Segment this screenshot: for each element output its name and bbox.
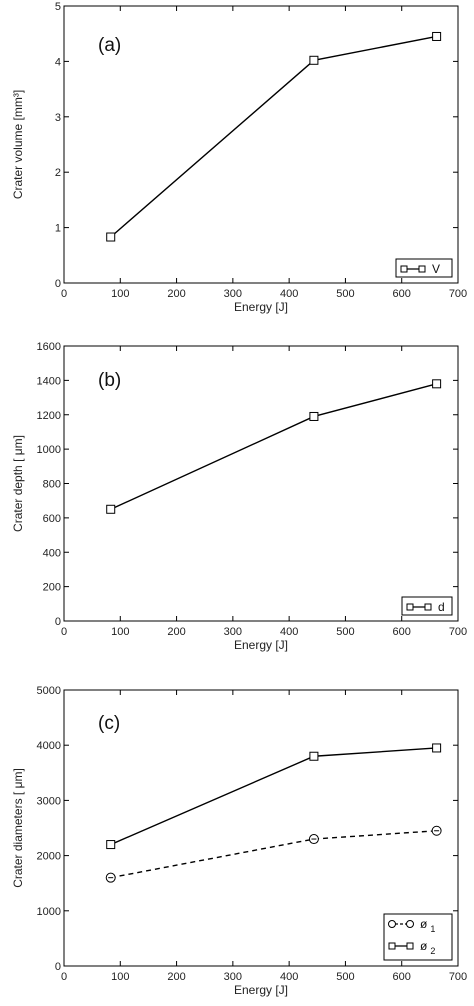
x-tick-label: 0 <box>61 971 67 983</box>
y-axis-title: Crater depth [ μm] <box>11 435 25 532</box>
legend-label-subscript: 1 <box>430 924 435 934</box>
x-axis-title: Energy [J] <box>234 300 288 314</box>
x-tick-label: 700 <box>449 288 467 300</box>
data-point <box>432 379 442 389</box>
data-point <box>106 840 116 850</box>
legend-box <box>383 913 453 961</box>
legend-label-name: ø <box>420 939 428 953</box>
x-tick-label: 200 <box>167 288 185 300</box>
x-tick-label: 700 <box>449 626 467 638</box>
y-tick-label: 3000 <box>37 795 61 807</box>
x-tick-label: 400 <box>280 288 298 300</box>
x-axis-title: Energy [J] <box>234 638 288 652</box>
y-tick-label: 4 <box>55 56 61 68</box>
y-axis-title: Crater volume [mm³] <box>11 90 25 199</box>
legend-label: V <box>432 262 440 276</box>
x-tick-label: 0 <box>61 288 67 300</box>
y-tick-label: 1600 <box>37 341 61 353</box>
plot-frame <box>63 345 459 622</box>
x-tick-label: 100 <box>111 626 129 638</box>
y-tick-label: 1200 <box>37 410 61 422</box>
x-tick-label: 700 <box>449 971 467 983</box>
x-tick-label: 400 <box>280 626 298 638</box>
legend-marker <box>400 265 408 273</box>
legend-marker <box>406 942 414 950</box>
chart-panel-3: 0 100 200 300 400 500 600 700 0 1000 2000 3000 4000 5… <box>11 685 467 997</box>
legend-marker <box>388 942 396 950</box>
panel-label: (b) <box>98 370 121 391</box>
x-tick-label: 400 <box>280 971 298 983</box>
legend-marker <box>418 265 426 273</box>
plot-frame <box>63 5 459 284</box>
panel-label: (c) <box>98 713 120 734</box>
data-point <box>309 55 319 65</box>
y-tick-label: 0 <box>55 278 61 290</box>
y-tick-label: 3 <box>55 112 61 124</box>
chart-panel-2: 0 100 200 300 400 500 600 700 0 200 400 600 800 1000 1… <box>11 341 467 652</box>
x-tick-label: 300 <box>224 288 242 300</box>
x-tick-label: 600 <box>393 971 411 983</box>
data-point <box>106 232 116 242</box>
x-tick-label: 200 <box>167 971 185 983</box>
x-tick-label: 500 <box>336 971 354 983</box>
x-tick-label: 300 <box>224 626 242 638</box>
x-tick-label: 500 <box>336 626 354 638</box>
legend-label-name: d <box>438 600 445 614</box>
data-point <box>432 743 442 753</box>
y-axis-title: Crater diameters [ μm] <box>11 768 25 888</box>
x-tick-label: 600 <box>393 288 411 300</box>
legend-marker <box>388 920 396 928</box>
y-tick-label: 2 <box>55 167 61 179</box>
y-tick-label: 2000 <box>37 851 61 863</box>
legend-label-name: ø <box>420 917 428 931</box>
chart-panel-1: 0 100 200 300 400 500 600 700 0 1 2 3 4 5 Energy [J] Cr… <box>11 1 467 314</box>
legend-label: d <box>438 600 445 614</box>
x-tick-label: 0 <box>61 626 67 638</box>
series-line-1 <box>110 830 437 879</box>
data-point <box>309 411 319 421</box>
data-point <box>106 504 116 514</box>
y-tick-label: 5000 <box>37 685 61 697</box>
series-line-1 <box>110 35 437 238</box>
series-line-2 <box>110 747 437 846</box>
y-tick-label: 1000 <box>37 906 61 918</box>
y-tick-label: 0 <box>55 961 61 973</box>
data-point <box>432 31 442 41</box>
y-tick-label: 1400 <box>37 375 61 387</box>
legend-marker <box>424 603 432 611</box>
x-tick-label: 600 <box>393 626 411 638</box>
series-line-1 <box>110 383 437 510</box>
x-tick-label: 100 <box>111 288 129 300</box>
y-tick-label: 800 <box>43 479 61 491</box>
y-tick-label: 0 <box>55 616 61 628</box>
x-tick-label: 100 <box>111 971 129 983</box>
y-tick-label: 4000 <box>37 740 61 752</box>
y-tick-label: 400 <box>43 547 61 559</box>
x-tick-label: 200 <box>167 626 185 638</box>
legend-marker <box>406 920 414 928</box>
y-tick-label: 200 <box>43 582 61 594</box>
legend-marker <box>406 603 414 611</box>
y-tick-label: 1 <box>55 223 61 235</box>
y-tick-label: 1000 <box>37 444 61 456</box>
plot-frame <box>63 689 459 967</box>
data-point <box>309 751 319 761</box>
y-tick-label: 5 <box>55 1 61 13</box>
legend-label-name: V <box>432 262 440 276</box>
x-axis-title: Energy [J] <box>234 983 288 997</box>
panel-label: (a) <box>98 35 121 56</box>
y-tick-label: 600 <box>43 513 61 525</box>
legend-label-subscript: 2 <box>430 946 435 956</box>
x-tick-label: 500 <box>336 288 354 300</box>
x-tick-label: 300 <box>224 971 242 983</box>
